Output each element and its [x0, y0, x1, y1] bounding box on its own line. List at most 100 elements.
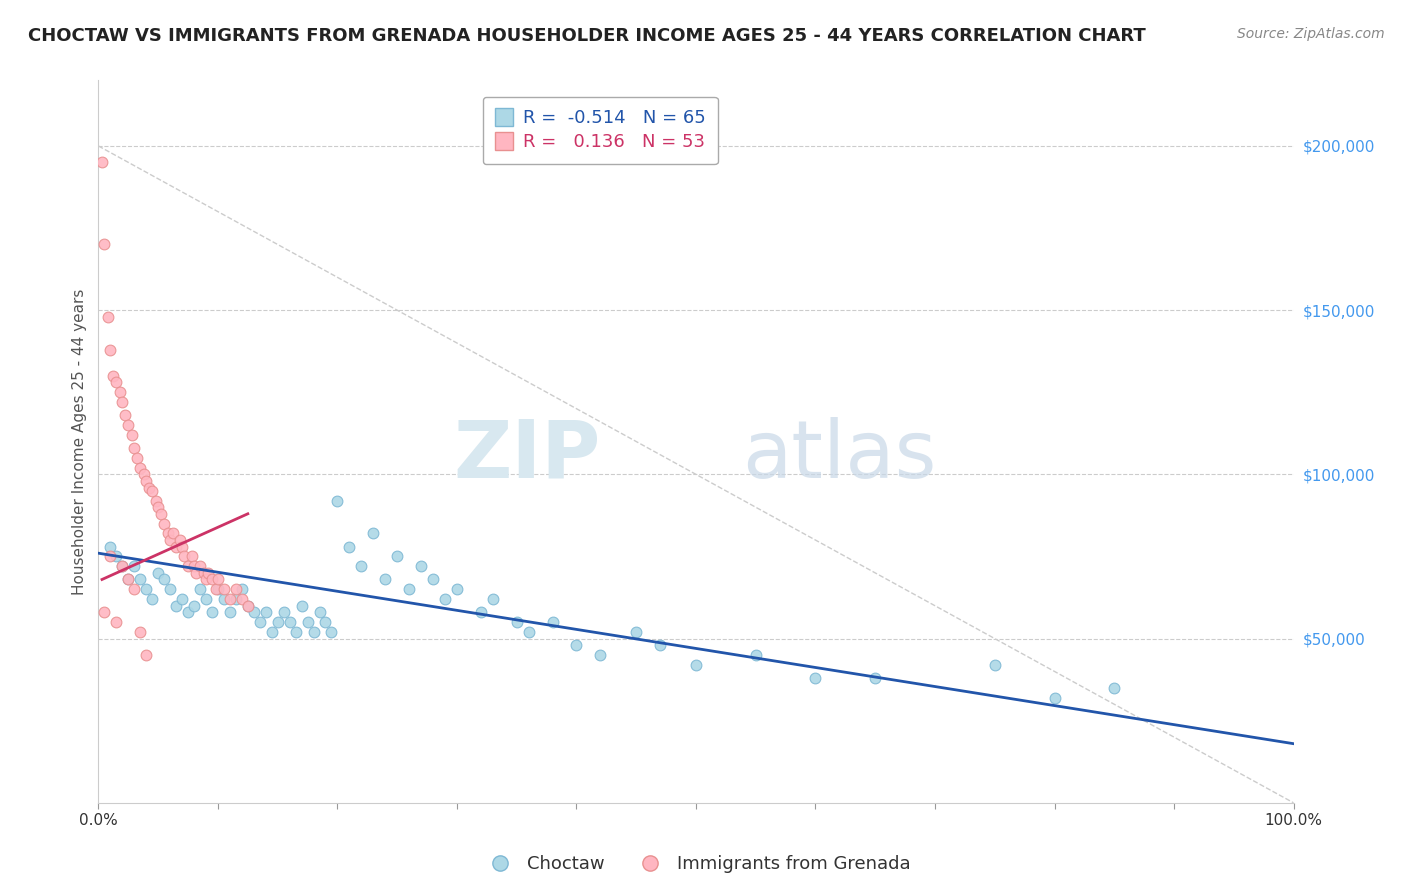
- Y-axis label: Householder Income Ages 25 - 44 years: Householder Income Ages 25 - 44 years: [72, 288, 87, 595]
- Point: [308, 605, 330, 619]
- Point: [1104, 681, 1126, 695]
- Point: [650, 638, 672, 652]
- Point: [195, 592, 218, 607]
- Point: [117, 418, 139, 433]
- Point: [541, 615, 564, 630]
- Point: [129, 460, 152, 475]
- Point: [865, 671, 887, 685]
- Point: [159, 533, 181, 547]
- Point: [124, 441, 146, 455]
- Point: [153, 573, 176, 587]
- Point: [165, 540, 187, 554]
- Point: [177, 605, 200, 619]
- Point: [207, 582, 229, 597]
- Point: [177, 559, 200, 574]
- Point: [422, 573, 444, 587]
- Point: [626, 625, 648, 640]
- Point: [135, 582, 157, 597]
- Text: atlas: atlas: [742, 417, 936, 495]
- Point: [411, 559, 433, 574]
- Point: [145, 493, 167, 508]
- Point: [117, 573, 139, 587]
- Point: [180, 549, 202, 564]
- Point: [148, 566, 170, 580]
- Point: [984, 657, 1007, 672]
- Point: [225, 582, 247, 597]
- Point: [141, 483, 163, 498]
- Point: [111, 559, 134, 574]
- Point: [201, 573, 224, 587]
- Point: [243, 605, 266, 619]
- Point: [105, 549, 128, 564]
- Point: [374, 573, 396, 587]
- Point: [470, 605, 492, 619]
- Point: [207, 573, 229, 587]
- Point: [297, 615, 319, 630]
- Point: [111, 559, 134, 574]
- Point: [212, 592, 235, 607]
- Point: [517, 625, 540, 640]
- Point: [446, 582, 468, 597]
- Point: [231, 582, 253, 597]
- Point: [565, 638, 588, 652]
- Point: [745, 648, 768, 662]
- Point: [129, 625, 152, 640]
- Point: [172, 540, 194, 554]
- Point: [339, 540, 361, 554]
- Point: [589, 648, 612, 662]
- Point: [326, 493, 349, 508]
- Point: [135, 648, 157, 662]
- Point: [273, 605, 295, 619]
- Point: [173, 549, 195, 564]
- Point: [125, 450, 148, 465]
- Point: [98, 343, 122, 357]
- Point: [321, 625, 343, 640]
- Text: ZIP: ZIP: [453, 417, 600, 495]
- Point: [132, 467, 155, 482]
- Point: [482, 592, 505, 607]
- Point: [91, 155, 114, 169]
- Point: [101, 368, 124, 383]
- Point: [363, 526, 385, 541]
- Point: [302, 625, 325, 640]
- Point: [188, 582, 211, 597]
- Point: [685, 657, 707, 672]
- Point: [97, 310, 120, 324]
- Point: [165, 599, 187, 613]
- Point: [172, 592, 194, 607]
- Point: [162, 526, 184, 541]
- Point: [315, 615, 337, 630]
- Point: [204, 582, 226, 597]
- Point: [156, 526, 179, 541]
- Point: [193, 566, 215, 580]
- Point: [350, 559, 373, 574]
- Point: [111, 395, 134, 409]
- Point: [183, 599, 205, 613]
- Point: [212, 582, 235, 597]
- Point: [159, 582, 181, 597]
- Legend: Choctaw, Immigrants from Grenada: Choctaw, Immigrants from Grenada: [474, 848, 918, 880]
- Point: [138, 481, 160, 495]
- Point: [121, 428, 143, 442]
- Point: [236, 599, 259, 613]
- Point: [385, 549, 409, 564]
- Point: [98, 549, 122, 564]
- Point: [254, 605, 277, 619]
- Point: [186, 566, 208, 580]
- Point: [225, 592, 247, 607]
- Point: [434, 592, 457, 607]
- Point: [124, 559, 146, 574]
- Point: [117, 573, 139, 587]
- Point: [105, 615, 128, 630]
- Point: [153, 516, 176, 531]
- Point: [195, 573, 218, 587]
- Point: [169, 533, 191, 547]
- Point: [197, 566, 219, 580]
- Point: [291, 599, 314, 613]
- Point: [129, 573, 152, 587]
- Point: [236, 599, 259, 613]
- Point: [1043, 690, 1066, 705]
- Point: [188, 559, 211, 574]
- Point: [260, 625, 283, 640]
- Point: [219, 592, 242, 607]
